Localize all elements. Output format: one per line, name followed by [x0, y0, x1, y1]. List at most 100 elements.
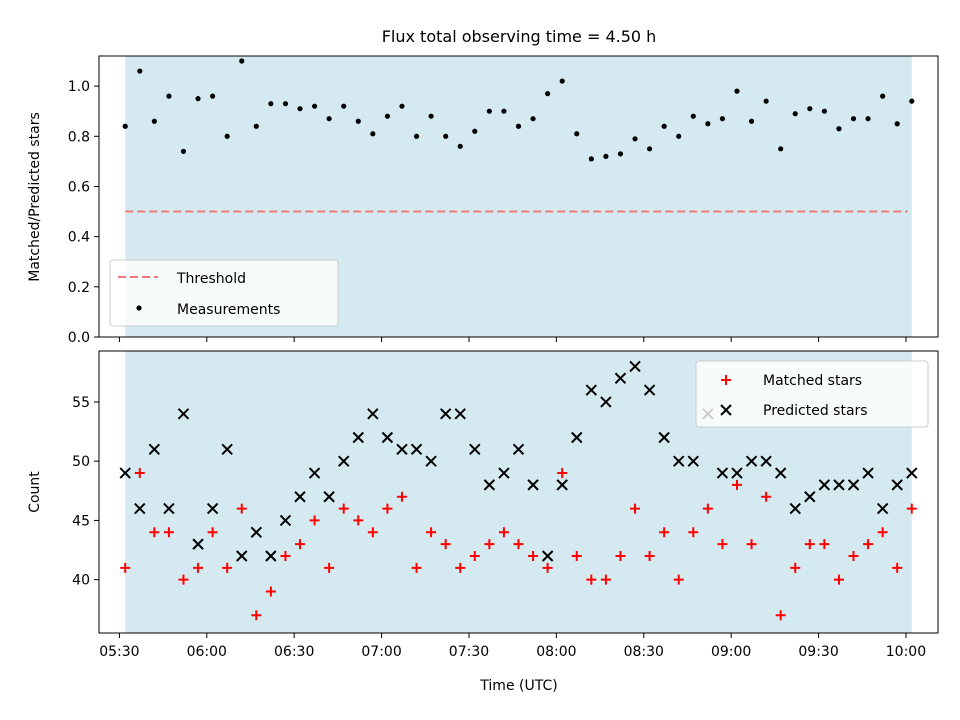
bottom-series-0: [120, 468, 917, 621]
bottom-y-tick-label: 50: [72, 454, 90, 470]
predicted-star-point: [381, 431, 394, 444]
top-axes-frame: [98, 55, 939, 338]
predicted-star-point: [731, 467, 743, 479]
measurement-point: [646, 146, 653, 152]
measurement-point: [909, 98, 915, 104]
matched-star-point: [280, 550, 291, 561]
matched-star-point: [163, 527, 174, 538]
predicted-star-point: [367, 408, 379, 420]
top-y-tick-label: 0.4: [68, 230, 90, 246]
measurement-point: [282, 101, 289, 107]
measurement-point: [501, 108, 507, 114]
predicted-star-point: [512, 443, 525, 456]
measurement-point: [195, 96, 201, 102]
predicted-star-point: [483, 479, 496, 491]
top-y-tick-label: 1.0: [68, 79, 90, 95]
measurement-point: [224, 133, 230, 139]
measurement-point: [734, 88, 740, 94]
predicted-star-point: [163, 502, 175, 515]
ratio-panel: 0.0 0.2 0.4 0.6 0.8 1.0 Threshold Measurements: [68, 55, 939, 346]
x-tick-label: 10:00: [886, 644, 926, 660]
matched-star-point: [236, 503, 247, 514]
predicted-star-point: [454, 408, 466, 420]
x-tick-label: 05:30: [99, 644, 139, 660]
legend-threshold-label: Threshold: [176, 271, 246, 287]
figure-title: Flux total observing time = 4.50 h: [382, 27, 657, 46]
matched-star-point: [469, 550, 480, 561]
x-axis-label: Time (UTC): [479, 678, 557, 694]
measurement-point: [661, 123, 667, 129]
measurement-point: [399, 103, 405, 109]
measurement-point: [472, 128, 478, 134]
matched-star-point: [353, 515, 364, 526]
bottom-y-tick-label: 45: [72, 513, 90, 529]
predicted-star-point: [906, 467, 918, 479]
legend-predicted-swatch: [720, 404, 732, 416]
predicted-star-point: [614, 372, 627, 384]
predicted-star-point: [410, 443, 423, 456]
predicted-star-point: [352, 431, 364, 444]
matched-star-point: [892, 562, 903, 573]
measurement-point: [821, 108, 827, 114]
measurement-point: [253, 123, 259, 129]
measurement-point: [807, 106, 813, 112]
matched-star-point: [659, 527, 670, 538]
predicted-star-point: [221, 443, 233, 456]
measurement-point: [719, 116, 726, 122]
measurement-point: [457, 143, 463, 149]
measurement-point: [486, 108, 492, 114]
bottom-ylabel: Count: [27, 471, 43, 513]
measurement-point: [894, 121, 900, 127]
measurement-point: [778, 146, 784, 152]
matched-star-point: [877, 527, 888, 538]
matched-star-point: [586, 574, 597, 585]
predicted-star-point: [119, 467, 131, 479]
matched-star-point: [673, 574, 684, 585]
measurement-point: [297, 106, 303, 112]
matched-star-point: [484, 539, 495, 550]
predicted-star-point: [338, 455, 350, 467]
matched-star-point: [120, 562, 131, 573]
measurement-point: [603, 153, 609, 159]
predicted-star-point: [585, 384, 598, 396]
predicted-star-point: [279, 514, 292, 527]
matched-star-point: [790, 562, 801, 573]
matched-star-point: [207, 527, 218, 538]
predicted-star-point: [643, 384, 656, 396]
matched-star-point: [251, 610, 262, 621]
matched-star-point: [542, 562, 553, 573]
predicted-star-point: [294, 491, 306, 503]
measurement-point: [530, 116, 536, 122]
measurement-point: [632, 136, 638, 142]
matched-star-point: [134, 468, 145, 479]
x-tick-label: 07:30: [449, 644, 489, 660]
predicted-star-point: [658, 431, 670, 444]
matched-star-point: [295, 539, 306, 550]
matched-star-point: [513, 539, 524, 550]
predicted-star-point: [818, 479, 831, 491]
matched-star-point: [761, 491, 772, 502]
bottom-y-tick-label: 55: [72, 395, 90, 411]
predicted-star-point: [192, 538, 204, 550]
predicted-star-point: [236, 550, 248, 562]
measurement-point: [166, 93, 172, 99]
measurement-point: [865, 116, 871, 122]
predicted-star-point: [206, 502, 219, 515]
x-tick-label: 08:30: [624, 644, 664, 660]
matched-star-point: [615, 550, 626, 561]
top-y-tick-label: 0.8: [68, 129, 90, 145]
predicted-star-point: [556, 479, 568, 491]
measurement-point: [210, 93, 216, 99]
matched-star-point: [833, 574, 844, 585]
predicted-star-point: [134, 502, 146, 515]
predicted-star-point: [571, 431, 583, 444]
measurement-point: [574, 131, 580, 137]
matched-star-point: [630, 503, 641, 514]
matched-star-point: [644, 550, 655, 561]
measurement-point: [268, 101, 274, 107]
measurement-point: [341, 103, 347, 109]
legend-measurement-label: Measurements: [177, 302, 280, 318]
predicted-star-point: [527, 479, 539, 491]
predicted-star-point: [862, 467, 874, 479]
